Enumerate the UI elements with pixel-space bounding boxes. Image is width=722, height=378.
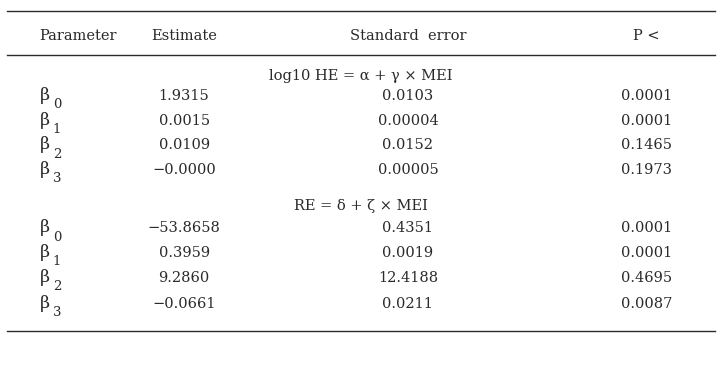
- Text: 0.0152: 0.0152: [383, 138, 433, 152]
- Text: β: β: [40, 87, 50, 104]
- Text: −53.8658: −53.8658: [148, 222, 220, 235]
- Text: 2: 2: [53, 148, 61, 161]
- Text: 0.3959: 0.3959: [159, 246, 209, 260]
- Text: β: β: [40, 161, 50, 178]
- Text: 0.0019: 0.0019: [383, 246, 433, 260]
- Text: 0.4695: 0.4695: [621, 271, 671, 285]
- Text: 0.00005: 0.00005: [378, 163, 438, 177]
- Text: 1: 1: [53, 256, 61, 268]
- Text: 3: 3: [53, 172, 61, 185]
- Text: 0.0001: 0.0001: [621, 114, 671, 128]
- Text: β: β: [40, 112, 50, 129]
- Text: 2: 2: [53, 280, 61, 293]
- Text: Standard  error: Standard error: [349, 29, 466, 43]
- Text: 0.0001: 0.0001: [621, 89, 671, 103]
- Text: 0.0015: 0.0015: [159, 114, 209, 128]
- Text: 0.0087: 0.0087: [620, 297, 672, 311]
- Text: 0: 0: [53, 231, 61, 244]
- Text: β: β: [40, 269, 50, 286]
- Text: β: β: [40, 220, 50, 237]
- Text: 9.2860: 9.2860: [159, 271, 209, 285]
- Text: β: β: [40, 136, 50, 153]
- Text: Estimate: Estimate: [151, 29, 217, 43]
- Text: P <: P <: [633, 29, 659, 43]
- Text: −0.0661: −0.0661: [152, 297, 216, 311]
- Text: β: β: [40, 244, 50, 261]
- Text: 0.0001: 0.0001: [621, 246, 671, 260]
- Text: 0: 0: [53, 99, 61, 112]
- Text: 0.4351: 0.4351: [383, 222, 433, 235]
- Text: 0.1465: 0.1465: [621, 138, 671, 152]
- Text: 12.4188: 12.4188: [378, 271, 438, 285]
- Text: 0.0211: 0.0211: [383, 297, 433, 311]
- Text: 1.9315: 1.9315: [159, 89, 209, 103]
- Text: 0.00004: 0.00004: [378, 114, 438, 128]
- Text: Parameter: Parameter: [40, 29, 117, 43]
- Text: log10 HE = α + γ × MEI: log10 HE = α + γ × MEI: [269, 68, 453, 83]
- Text: 0.1973: 0.1973: [621, 163, 671, 177]
- Text: β: β: [40, 295, 50, 312]
- Text: 0.0001: 0.0001: [621, 222, 671, 235]
- Text: 3: 3: [53, 307, 61, 319]
- Text: 0.0109: 0.0109: [159, 138, 209, 152]
- Text: −0.0000: −0.0000: [152, 163, 216, 177]
- Text: 0.0103: 0.0103: [383, 89, 433, 103]
- Text: RE = δ + ζ × MEI: RE = δ + ζ × MEI: [294, 199, 428, 213]
- Text: 1: 1: [53, 123, 61, 136]
